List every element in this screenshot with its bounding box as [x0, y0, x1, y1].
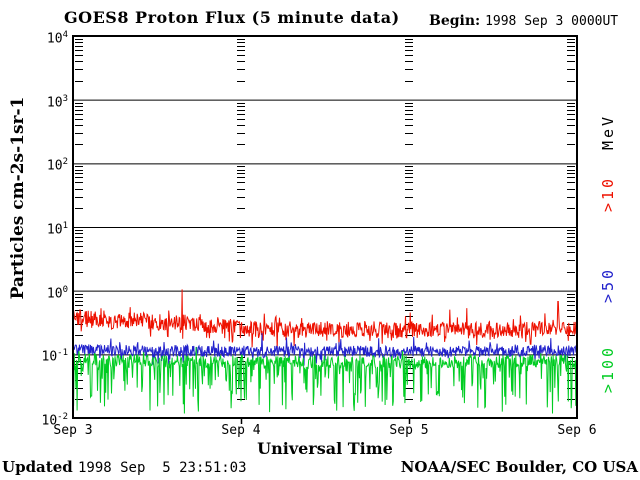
- x-tick-label: Sep 4: [221, 423, 261, 438]
- y-tick-label: 100: [46, 284, 68, 301]
- updated-timestamp: Updated 1998 Sep 5 23:51:03: [2, 458, 247, 476]
- x-tick-label: Sep 5: [389, 423, 429, 438]
- begin-label: Begin:: [429, 13, 486, 29]
- updated-value: 1998 Sep 5 23:51:03: [77, 460, 247, 476]
- begin-value: 1998 Sep 3 0000UT: [485, 14, 619, 29]
- y-tick-label: 102: [46, 157, 68, 174]
- updated-label: Updated: [2, 458, 78, 476]
- y-tick-label: 10-1: [41, 348, 69, 365]
- y-tick-label: 101: [46, 221, 68, 238]
- credit-text: NOAA/SEC Boulder, CO USA: [400, 458, 638, 476]
- legend-label-gt50: >50: [599, 266, 617, 304]
- legend-label-gt100: >100: [599, 344, 617, 394]
- x-tick-label: Sep 6: [557, 423, 597, 438]
- x-tick-label: Sep 3: [53, 423, 93, 438]
- x-axis-title: Universal Time: [257, 439, 393, 458]
- y-tick-label: 103: [46, 93, 68, 110]
- begin-timestamp: Begin: 1998 Sep 3 0000UT: [429, 13, 618, 29]
- page-title: GOES8 Proton Flux (5 minute data): [64, 8, 400, 27]
- y-tick-label: 10-2: [41, 412, 69, 429]
- legend-label-gt10: >10: [599, 175, 617, 213]
- legend-unit-mev: MeV: [599, 113, 617, 151]
- y-tick-label: 104: [46, 30, 68, 47]
